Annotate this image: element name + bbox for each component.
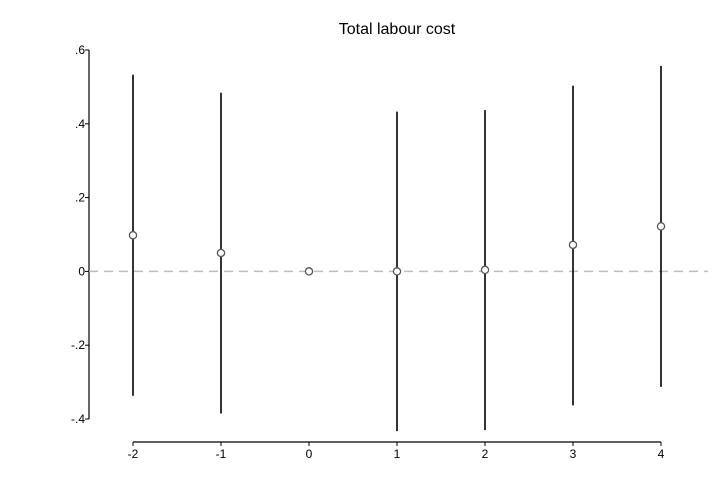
x-tick-label: -1 [216,447,227,461]
x-tick-label: 4 [658,447,665,461]
x-tick-label: 0 [306,447,313,461]
chart-title: Total labour cost [339,21,456,38]
point-estimate [656,222,666,231]
point-estimate [480,265,490,275]
y-axis: .6 .4 .2 0 -.2 -.4 [71,43,90,426]
point-estimates [128,222,666,276]
y-tick-label: .6 [75,43,85,57]
x-axis: -2 -1 0 1 2 3 4 [128,441,665,461]
y-tick-label: -.4 [71,412,85,426]
point-estimate [128,230,138,240]
y-tick-label: 0 [78,264,85,278]
point-estimate [392,267,402,276]
x-tick-label: 3 [570,447,577,461]
x-tick-label: 2 [482,447,489,461]
confidence-intervals [132,65,662,432]
y-tick-label: .2 [75,191,85,205]
point-estimate [216,248,226,258]
point-estimate [568,240,578,250]
y-tick-label: -.2 [71,338,85,352]
x-tick-label: -2 [128,447,139,461]
point-estimate [304,267,314,276]
x-tick-label: 1 [394,447,401,461]
y-tick-label: .4 [75,117,85,131]
